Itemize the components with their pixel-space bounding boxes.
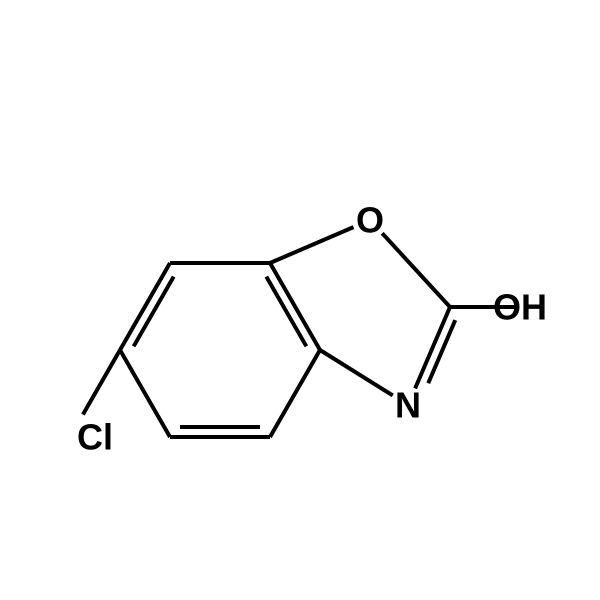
atom-label-oh: OH (493, 287, 547, 328)
molecule-diagram: O N Cl OH (0, 0, 600, 600)
bond-c1-c2-inner (134, 277, 174, 347)
bond-c6-c1 (120, 350, 170, 437)
atom-label-cl: Cl (77, 417, 113, 458)
bond-c3-c4 (270, 263, 320, 350)
bond-o7-c8 (382, 233, 450, 307)
bond-n9-c4 (320, 350, 393, 395)
bond-c3-o7 (270, 227, 353, 263)
atom-label-n9: N (395, 385, 421, 426)
bond-c1-cl (83, 350, 120, 414)
bond-c1-c2 (120, 263, 170, 350)
bond-c4-c5 (270, 350, 320, 437)
atom-label-o7: O (356, 200, 384, 241)
bond-c3-c4-inner (266, 277, 306, 347)
